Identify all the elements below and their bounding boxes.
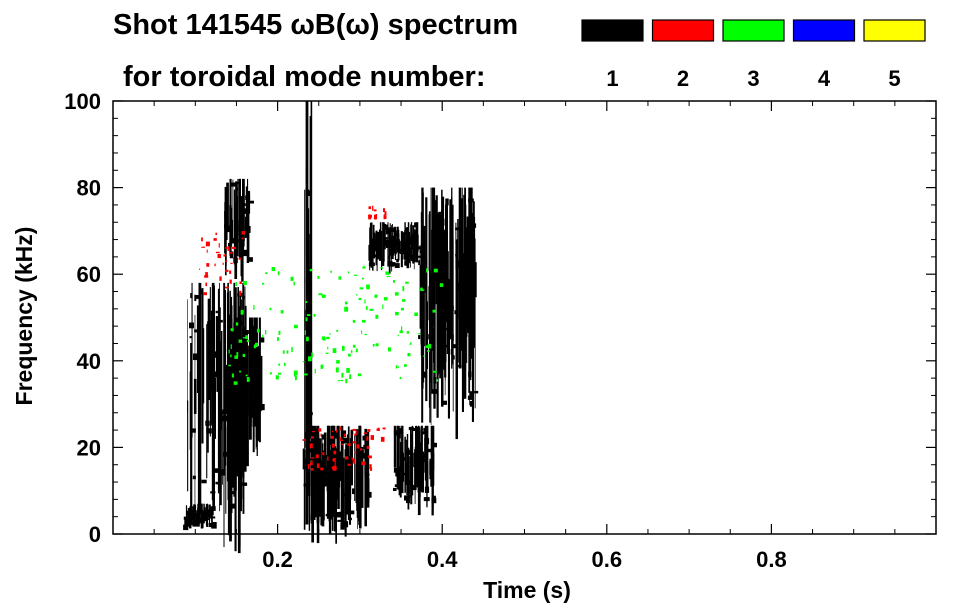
x-tick-label: 0.8	[756, 547, 787, 572]
x-tick-label: 0.4	[427, 547, 458, 572]
legend-label-mode-2: 2	[677, 66, 689, 91]
mode-1-comb-0.37	[418, 187, 479, 440]
spectrogram-data	[183, 101, 479, 554]
chart-title-line2: for toroidal mode number:	[123, 61, 486, 93]
y-tick-label: 80	[77, 176, 101, 201]
legend-swatch-mode-4	[792, 19, 856, 42]
chart-title-line1: Shot 141545 ωB(ω) spectrum	[113, 9, 518, 41]
y-tick-label: 20	[77, 435, 101, 460]
mode-1-band-67k	[368, 222, 422, 274]
axes: 0 20 40 60 80 100 0.2 0.4 0.6 0.8	[64, 89, 936, 572]
x-tick-label: 0.2	[262, 547, 293, 572]
mode-1-low-cluster-b	[302, 425, 372, 544]
legend-label-mode-5: 5	[888, 66, 900, 91]
x-axis-label: Time (s)	[483, 577, 571, 603]
y-tick-label: 60	[77, 262, 101, 287]
mode-3-spots	[228, 265, 444, 385]
legend-swatch-mode-5	[863, 19, 926, 42]
legend-swatch-mode-1	[581, 19, 644, 42]
mode-2-75k	[368, 205, 387, 220]
mode-1-strip-0.24	[304, 101, 313, 525]
mode-2-high-band	[199, 231, 245, 296]
mode-1-band-70k-a	[224, 178, 254, 282]
y-tick-label: 0	[89, 522, 101, 547]
legend-label-mode-4: 4	[818, 66, 831, 91]
legend-swatch-mode-3	[722, 19, 785, 42]
y-tick-label: 40	[77, 349, 101, 374]
legend-label-mode-1: 1	[606, 66, 618, 91]
legend-swatch-mode-2	[651, 19, 715, 42]
x-tick-label: 0.6	[592, 547, 623, 572]
y-tick-label: 100	[64, 89, 101, 114]
mode-1-low-cluster-a	[183, 503, 217, 531]
legend: 1 2 3 4 5	[581, 19, 926, 91]
mode-2-chirp-low	[302, 426, 386, 471]
y-axis-label: Frequency (kHz)	[11, 227, 37, 406]
mode-1-low-cluster-c	[393, 425, 437, 516]
legend-label-mode-3: 3	[747, 66, 759, 91]
